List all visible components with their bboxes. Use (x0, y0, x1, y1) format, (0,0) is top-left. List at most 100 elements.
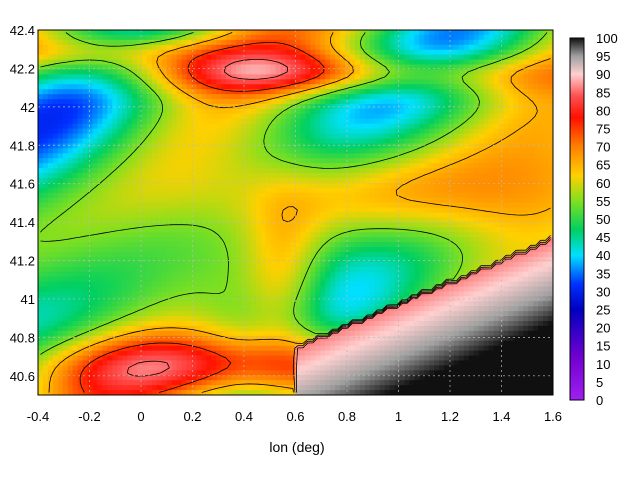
heatmap-cell (38, 212, 44, 218)
heatmap-cell (369, 103, 376, 110)
heatmap-cell (325, 138, 331, 144)
heatmap-cell (315, 182, 321, 189)
heatmap-cell (112, 30, 118, 36)
heatmap-cell (330, 59, 336, 65)
heatmap-cell (216, 94, 222, 100)
heatmap-cell (538, 163, 544, 169)
heatmap-cell (107, 123, 113, 130)
heatmap-cell (122, 232, 128, 238)
heatmap-cell (518, 69, 524, 75)
heatmap-cell (458, 123, 465, 130)
heatmap-cell (127, 108, 133, 115)
heatmap-cell (330, 64, 336, 70)
heatmap-cell (250, 133, 257, 139)
heatmap-cell (107, 177, 113, 184)
heatmap-cell (518, 143, 524, 149)
heatmap-cell (449, 163, 455, 169)
heatmap-cell (186, 182, 192, 189)
heatmap-cell (231, 256, 237, 263)
heatmap-cell (364, 251, 371, 258)
heatmap-cell (156, 227, 163, 233)
heatmap-cell (57, 74, 64, 80)
heatmap-cell (394, 227, 400, 233)
heatmap-cell (389, 173, 395, 179)
heatmap-cell (503, 251, 509, 258)
heatmap-cell (117, 30, 123, 36)
heatmap-cell (429, 44, 435, 51)
heatmap-cell (102, 173, 108, 179)
heatmap-cell (349, 34, 356, 41)
heatmap-cell (270, 261, 277, 268)
heatmap-cell (146, 232, 153, 238)
heatmap-cell (528, 99, 534, 105)
heatmap-cell (231, 138, 237, 144)
heatmap-cell (206, 64, 212, 70)
heatmap-cell (528, 59, 534, 65)
heatmap-cell (478, 192, 485, 199)
heatmap-cell (419, 251, 425, 258)
heatmap-cell (389, 212, 395, 218)
heatmap-cell (409, 207, 415, 213)
heatmap-cell (77, 202, 83, 208)
heatmap-cell (354, 69, 361, 75)
heatmap-cell (122, 256, 128, 263)
heatmap-cell (409, 227, 415, 233)
heatmap-cell (538, 207, 544, 213)
heatmap-cell (349, 222, 356, 228)
heatmap-cell (508, 69, 514, 75)
heatmap-cell (458, 44, 465, 51)
heatmap-cell (320, 187, 326, 194)
heatmap-cell (260, 69, 267, 75)
heatmap-cell (305, 99, 311, 105)
heatmap-cell (330, 173, 336, 179)
heatmap-cell (453, 222, 460, 228)
heatmap-cell (52, 118, 59, 125)
heatmap-cell (77, 79, 83, 85)
heatmap-cell (171, 153, 178, 159)
heatmap-cell (72, 182, 79, 189)
heatmap-cell (201, 251, 207, 258)
heatmap-cell (498, 44, 504, 51)
heatmap-cell (176, 163, 182, 169)
heatmap-cell (92, 192, 98, 199)
heatmap-cell (345, 59, 351, 65)
heatmap-cell (275, 177, 282, 184)
heatmap-cell (72, 168, 79, 174)
heatmap-cell (97, 187, 103, 194)
heatmap-cell (67, 74, 74, 80)
heatmap-cell (543, 103, 549, 110)
heatmap-cell (92, 197, 98, 204)
heatmap-cell (364, 256, 371, 263)
heatmap-cell (137, 30, 143, 36)
heatmap-cell (453, 118, 460, 125)
heatmap-cell (374, 99, 381, 105)
heatmap-cell (508, 187, 514, 194)
heatmap-cell (226, 59, 232, 65)
heatmap-cell (444, 49, 450, 56)
heatmap-cell (523, 69, 529, 75)
heatmap-cell (483, 207, 490, 213)
heatmap-cell (77, 64, 83, 70)
heatmap-cell (335, 202, 341, 208)
heatmap-cell (449, 192, 455, 199)
heatmap-cell (345, 89, 351, 95)
heatmap-cell (146, 187, 153, 194)
heatmap-cell (38, 173, 44, 179)
heatmap-cell (245, 173, 252, 179)
heatmap-cell (349, 128, 356, 134)
heatmap-cell (62, 177, 69, 184)
heatmap-cell (300, 158, 306, 164)
heatmap-cell (453, 192, 460, 199)
heatmap-cell (166, 44, 173, 51)
heatmap-cell (250, 247, 257, 253)
heatmap-cell (57, 103, 64, 110)
heatmap-cell (260, 59, 267, 65)
heatmap-cell (414, 143, 420, 149)
heatmap-cell (47, 123, 54, 130)
heatmap-cell (315, 143, 321, 149)
heatmap-cell (122, 94, 128, 100)
heatmap-cell (166, 113, 173, 120)
heatmap-cell (260, 30, 267, 36)
heatmap-cell (161, 197, 168, 204)
heatmap-cell (349, 192, 356, 199)
